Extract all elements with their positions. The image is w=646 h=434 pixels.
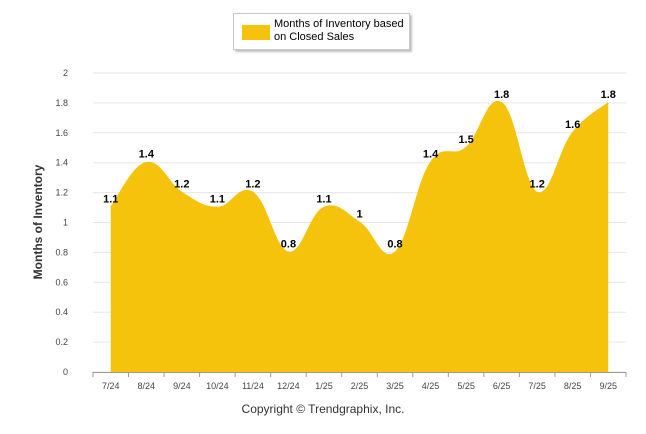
data-label: 1.4 <box>423 149 439 161</box>
y-tick-label: 0.8 <box>55 247 68 257</box>
x-tick-label: 8/24 <box>138 381 156 391</box>
data-label: 1 <box>356 209 362 221</box>
data-labels: 1.1 1.4 1.2 1.1 1.2 0.8 1.1 1 0.8 1.4 1.5 1.8 1.2 1.6… <box>103 89 616 250</box>
y-tick-label: 2 <box>63 68 68 78</box>
x-tick-label: 4/25 <box>422 381 440 391</box>
data-label: 1.2 <box>174 179 189 191</box>
x-tick-label: 2/25 <box>351 381 369 391</box>
y-tick-label: 1.2 <box>55 188 68 198</box>
data-label: 1.8 <box>601 89 616 101</box>
legend-swatch <box>242 25 270 40</box>
x-axis-ticks: 7/24 8/24 9/24 10/24 11/24 12/24 1/25 2/25 3/25 4… <box>102 381 617 391</box>
legend-label: Months of Inventory based on Closed Sale… <box>274 18 404 43</box>
y-tick-label: 0.6 <box>55 277 68 287</box>
x-tick-label: 7/24 <box>102 381 120 391</box>
y-axis-title: Months of Inventory <box>31 164 45 279</box>
y-tick-label: 1 <box>63 218 68 228</box>
x-tick-label: 9/24 <box>173 381 191 391</box>
data-label: 1.4 <box>139 149 155 161</box>
x-tick-label: 7/25 <box>528 381 546 391</box>
x-tick-label: 1/25 <box>315 381 333 391</box>
data-label: 1.2 <box>245 179 260 191</box>
data-label: 1.1 <box>103 194 118 206</box>
y-tick-label: 1.6 <box>55 128 68 138</box>
x-tick-label: 8/25 <box>564 381 582 391</box>
y-tick-label: 0 <box>63 367 68 377</box>
data-label: 1.1 <box>316 194 331 206</box>
x-tick-label: 6/25 <box>493 381 511 391</box>
data-label: 0.8 <box>281 238 296 250</box>
y-tick-label: 1.4 <box>55 158 68 168</box>
y-tick-label: 0.4 <box>55 307 68 317</box>
x-tick-label: 5/25 <box>457 381 475 391</box>
data-label: 1.2 <box>530 179 545 191</box>
copyright-text: Copyright © Trendgraphix, Inc. <box>241 402 405 416</box>
x-tick-label: 3/25 <box>386 381 404 391</box>
x-tick-label: 9/25 <box>599 381 617 391</box>
y-tick-label: 1.8 <box>55 98 68 108</box>
data-label: 1.1 <box>210 194 225 206</box>
data-label: 1.5 <box>458 134 473 146</box>
y-axis-ticks: 0 0.2 0.4 0.6 0.8 1 1.2 1.4 1.6 1.8 2 <box>55 68 68 377</box>
series-area-fill <box>110 101 609 372</box>
y-tick-label: 0.2 <box>55 337 68 347</box>
series-area <box>110 100 609 372</box>
data-label: 1.6 <box>565 119 580 131</box>
data-label: 0.8 <box>387 238 402 250</box>
series-line <box>110 100 609 256</box>
x-tick-label: 11/24 <box>242 381 264 391</box>
x-tick-label: 12/24 <box>277 381 300 391</box>
legend[interactable]: Months of Inventory based on Closed Sale… <box>233 13 410 50</box>
data-label: 1.8 <box>494 89 509 101</box>
x-axis <box>92 372 627 377</box>
x-tick-label: 10/24 <box>206 381 229 391</box>
